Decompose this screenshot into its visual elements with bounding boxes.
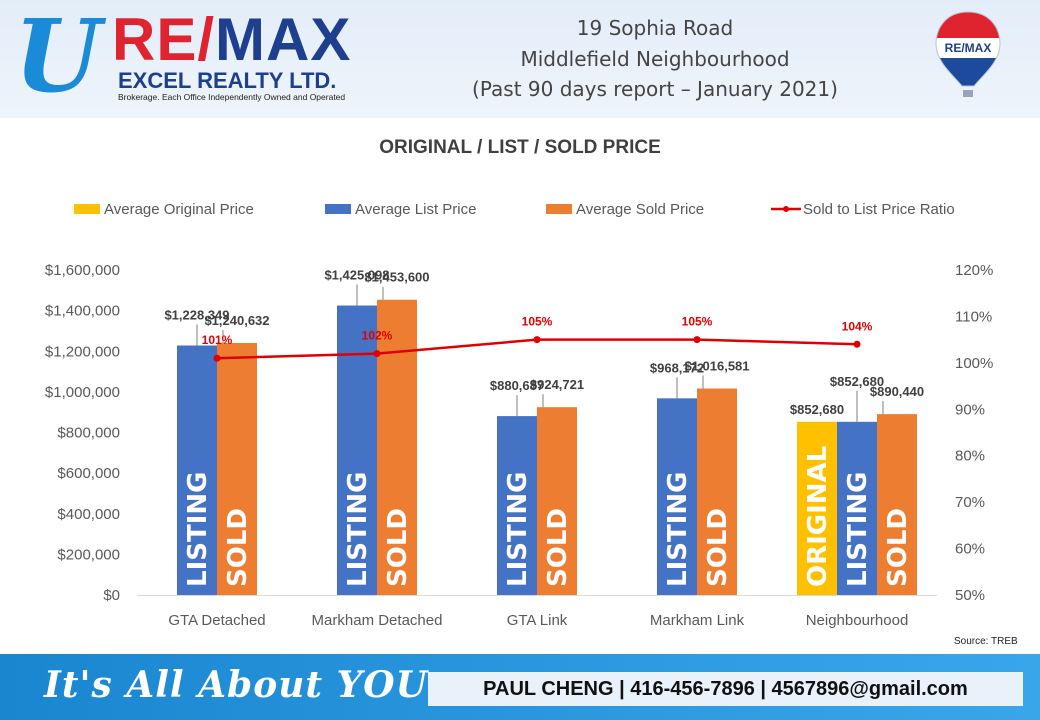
source-note: Source: TREB: [954, 636, 1018, 647]
brokerage-name: EXCEL REALTY LTD.: [118, 68, 337, 93]
bar-text-list: LISTING: [343, 472, 373, 587]
bar-text-sold: SOLD: [883, 508, 913, 587]
report-title-address: 19 Sophia Road: [576, 16, 734, 40]
logo-max: MAX: [215, 6, 352, 73]
bar-list: [497, 416, 537, 595]
ratio-point: [213, 354, 221, 362]
y-axis-right-tick-label: 70%: [955, 494, 985, 511]
bar-text-sold: SOLD: [223, 508, 253, 587]
data-label-sold: $890,440: [870, 384, 924, 399]
y-axis-left-tick-label: $600,000: [57, 465, 120, 482]
y-axis-right-tick-label: 80%: [955, 448, 985, 465]
logo-u-mark: U: [14, 0, 102, 115]
data-label-sold: $1,453,600: [364, 270, 429, 285]
bar-list: [837, 421, 877, 595]
header-banner: U RE/MAX EXCEL REALTY LTD. Brokerage. Ea…: [0, 0, 1040, 118]
ratio-label: 105%: [682, 315, 713, 329]
y-axis-right-tick-label: 60%: [955, 541, 985, 558]
bar-text-list: LISTING: [503, 472, 533, 587]
bar-list: [657, 398, 697, 595]
ratio-point: [373, 350, 381, 358]
y-axis-left-tick-label: $800,000: [57, 425, 120, 442]
footer-contact: PAUL CHENG | 416-456-7896 | 4567896@gmai…: [428, 672, 1023, 706]
legend-item-ratio: Sold to List Price Ratio: [771, 199, 955, 221]
legend-swatch-list: [325, 204, 351, 215]
ratio-label: 105%: [522, 315, 553, 329]
bar-sold: [217, 342, 257, 595]
data-label-list: $1,425,098: [324, 268, 389, 283]
data-label-sold: $1,240,632: [204, 313, 269, 328]
x-axis-category-label: GTA Link: [507, 612, 568, 629]
bar-list: [177, 345, 217, 595]
footer-banner: It's All About YOU PAUL CHENG | 416-456-…: [0, 654, 1040, 720]
ratio-point: [853, 340, 861, 348]
bar-sold: [697, 388, 737, 595]
ratio-point: [693, 336, 701, 344]
chart-title: ORIGINAL / LIST / SOLD PRICE: [379, 137, 661, 158]
logo-re: RE: [112, 6, 198, 73]
y-axis-right-tick-label: 90%: [955, 401, 985, 418]
chart-legend: Average Original Price Average List Pric…: [0, 199, 1040, 221]
legend-item-list: Average List Price: [325, 199, 476, 221]
legend-label-original: Average Original Price: [104, 201, 254, 218]
legend-label-ratio: Sold to List Price Ratio: [803, 201, 955, 218]
y-axis-left-tick-label: $1,000,000: [45, 384, 120, 401]
y-axis-left-tick-label: $1,600,000: [45, 262, 120, 279]
data-label-list: $852,680: [830, 374, 884, 389]
y-axis-right-tick-label: 50%: [955, 587, 985, 604]
brokerage-note: Brokerage. Each Office Independently Own…: [118, 92, 346, 102]
y-axis-left-tick-label: $200,000: [57, 546, 120, 563]
bar-text-original: ORIGINAL: [803, 446, 833, 587]
data-label-list: $880,687: [490, 378, 544, 393]
legend-swatch-sold: [546, 204, 572, 215]
footer-slogan: It's All About YOU: [44, 664, 429, 706]
data-label-list: $968,172: [650, 360, 704, 375]
data-label-list: $1,228,349: [164, 307, 229, 322]
bar-text-sold: SOLD: [383, 508, 413, 587]
balloon-logo-icon: RE/MAX: [935, 11, 1001, 97]
x-axis-category-label: Markham Link: [650, 612, 745, 629]
legend-item-sold: Average Sold Price: [546, 199, 704, 221]
ratio-point: [533, 336, 541, 344]
bar-sold: [377, 299, 417, 595]
bar-text-sold: SOLD: [703, 508, 733, 587]
ratio-label: 102%: [362, 329, 393, 343]
report-title-neighbourhood: Middlefield Neighbourhood: [520, 47, 790, 71]
data-label-sold: $924,721: [530, 377, 584, 392]
data-label-sold: $1,016,581: [684, 359, 749, 374]
logo-slash: /: [197, 6, 216, 73]
report-title-period: (Past 90 days report – January 2021): [472, 77, 838, 101]
legend-item-original: Average Original Price: [74, 199, 254, 221]
y-axis-right-tick-label: 110%: [955, 308, 992, 325]
bar-sold: [537, 407, 577, 595]
bar-sold: [877, 414, 917, 595]
ratio-label: 104%: [842, 319, 873, 333]
data-label-original: $852,680: [790, 402, 844, 417]
bar-text-sold: SOLD: [543, 508, 573, 587]
legend-label-list: Average List Price: [355, 201, 477, 218]
remax-logo: RE/MAX: [112, 10, 351, 70]
bar-original: [797, 421, 837, 595]
bar-text-list: LISTING: [183, 472, 213, 587]
x-axis-category-label: Neighbourhood: [806, 612, 909, 629]
y-axis-right-tick-label: 100%: [955, 355, 993, 372]
bar-text-list: LISTING: [663, 472, 693, 587]
x-axis-category-label: Markham Detached: [312, 612, 443, 629]
y-axis-left-tick-label: $1,400,000: [45, 303, 120, 320]
y-axis-right-tick-label: 120%: [955, 262, 993, 279]
y-axis-left-tick-label: $1,200,000: [45, 343, 120, 360]
bar-text-list: LISTING: [843, 472, 873, 587]
y-axis-left-tick-label: $400,000: [57, 506, 120, 523]
legend-line-ratio-icon: [771, 206, 801, 213]
x-axis-category-label: GTA Detached: [168, 612, 265, 629]
price-chart: $0 $200,000 $400,000 $600,000 $800,000 $1,000…: [45, 262, 993, 629]
legend-swatch-original: [74, 204, 100, 215]
y-axis-left-tick-label: $0: [103, 587, 120, 604]
legend-label-sold: Average Sold Price: [576, 201, 705, 218]
ratio-label: 101%: [202, 333, 233, 347]
balloon-text: RE/MAX: [945, 41, 992, 55]
